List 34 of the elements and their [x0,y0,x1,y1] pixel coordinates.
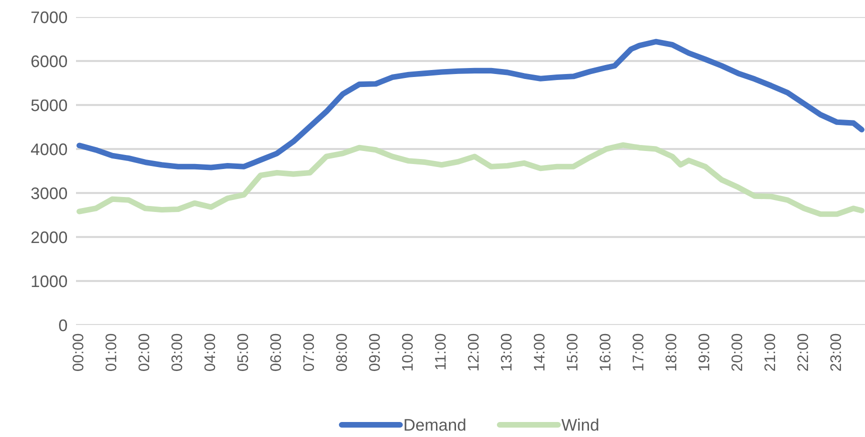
x-tick-label: 20:00 [731,334,742,371]
legend-label: Wind [561,418,598,431]
y-tick-label: 2000 [31,231,68,244]
x-tick-label: 07:00 [303,334,314,371]
x-tick-label: 21:00 [764,334,776,371]
x-tick-label: 05:00 [237,334,248,371]
x-tick-label: 17:00 [632,334,644,370]
y-tick-label: 6000 [31,55,68,68]
x-tick-label: 14:00 [534,334,545,370]
x-tick-label: 03:00 [171,334,182,371]
y-tick-label: 5000 [31,99,68,112]
x-tick-label: 13:00 [500,334,512,370]
x-tick-label: 09:00 [369,334,380,371]
x-tick-label: 19:00 [698,334,710,370]
x-tick-label: 11:00 [434,334,446,370]
y-tick-label: 3000 [31,187,68,200]
x-tick-label: 22:00 [797,334,808,371]
x-tick-label: 08:00 [336,334,347,371]
y-tick-label: 7000 [31,11,68,24]
x-tick-label: 15:00 [566,334,578,370]
x-tick-label: 02:00 [138,334,150,371]
x-tick-label: 16:00 [600,334,610,370]
x-tick-label: 01:00 [106,334,116,371]
x-tick-label: 00:00 [72,334,84,371]
y-tick-label: 4000 [30,143,68,156]
x-tick-label: 18:00 [666,334,676,370]
x-tick-label: 06:00 [270,334,282,371]
x-tick-label: 10:00 [402,334,413,370]
x-tick-label: 23:00 [830,334,842,371]
y-tick-label: 1000 [32,275,68,288]
legend-label: Demand [404,418,466,431]
x-tick-label: 04:00 [204,334,216,371]
y-tick-label: 0 [59,319,68,332]
x-tick-label: 12:00 [468,334,479,370]
